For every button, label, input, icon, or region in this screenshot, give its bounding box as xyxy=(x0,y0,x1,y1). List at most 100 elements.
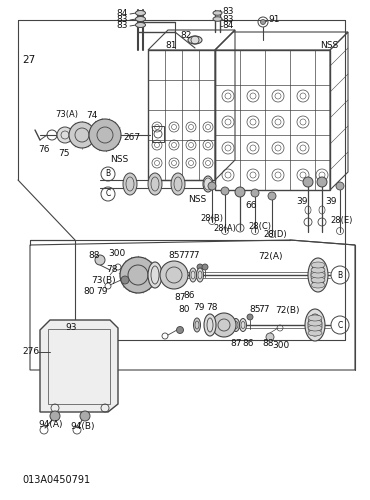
Text: 83: 83 xyxy=(222,14,233,24)
Circle shape xyxy=(80,411,90,421)
Circle shape xyxy=(95,255,105,265)
Ellipse shape xyxy=(179,267,187,283)
Ellipse shape xyxy=(135,16,145,21)
Text: 83: 83 xyxy=(117,16,128,24)
Text: 76: 76 xyxy=(38,146,50,154)
Text: 28(A): 28(A) xyxy=(213,224,236,232)
Ellipse shape xyxy=(213,16,222,21)
Text: C: C xyxy=(337,320,343,330)
Text: 72(A): 72(A) xyxy=(258,252,283,262)
Circle shape xyxy=(160,261,188,289)
Text: 83: 83 xyxy=(222,8,233,16)
Text: 88: 88 xyxy=(262,338,273,347)
Text: 94(B): 94(B) xyxy=(70,422,94,430)
Text: 84: 84 xyxy=(117,10,128,18)
Circle shape xyxy=(317,177,327,187)
Text: 83: 83 xyxy=(117,22,128,30)
Text: C: C xyxy=(105,190,111,198)
Text: 86: 86 xyxy=(242,338,253,347)
Ellipse shape xyxy=(311,267,325,273)
Ellipse shape xyxy=(194,318,201,332)
Text: 39: 39 xyxy=(325,198,336,206)
Text: 82: 82 xyxy=(180,32,191,40)
Text: 87: 87 xyxy=(230,338,242,347)
Text: 39: 39 xyxy=(296,198,307,206)
Text: 276: 276 xyxy=(22,348,39,356)
Circle shape xyxy=(251,189,259,197)
Ellipse shape xyxy=(148,262,162,288)
Circle shape xyxy=(197,264,203,270)
Ellipse shape xyxy=(308,330,322,336)
Text: 86: 86 xyxy=(183,290,195,300)
Text: 93: 93 xyxy=(65,324,77,332)
Text: 91: 91 xyxy=(268,16,279,24)
Text: 75: 75 xyxy=(58,148,70,158)
Circle shape xyxy=(303,177,313,187)
Ellipse shape xyxy=(148,173,162,195)
Ellipse shape xyxy=(135,22,145,28)
Circle shape xyxy=(266,333,274,341)
Text: 28(B): 28(B) xyxy=(200,214,223,222)
Text: 73(B): 73(B) xyxy=(92,276,116,284)
Circle shape xyxy=(202,264,208,270)
Circle shape xyxy=(336,182,344,190)
Ellipse shape xyxy=(232,318,239,332)
Text: 80: 80 xyxy=(83,286,94,296)
Text: NSS: NSS xyxy=(188,196,206,204)
Circle shape xyxy=(57,127,73,143)
Ellipse shape xyxy=(203,176,213,192)
Circle shape xyxy=(268,192,276,200)
Ellipse shape xyxy=(213,10,222,15)
Circle shape xyxy=(50,411,60,421)
Circle shape xyxy=(260,20,266,24)
Text: 28(D): 28(D) xyxy=(263,230,287,238)
Text: 300: 300 xyxy=(272,340,289,349)
Text: B: B xyxy=(337,270,343,280)
Ellipse shape xyxy=(204,314,216,336)
Circle shape xyxy=(121,276,129,284)
Text: 28(C): 28(C) xyxy=(248,222,271,232)
Text: 80: 80 xyxy=(178,306,189,314)
Text: 72(B): 72(B) xyxy=(275,306,299,316)
Circle shape xyxy=(120,257,156,293)
Circle shape xyxy=(69,122,95,148)
Ellipse shape xyxy=(311,282,325,288)
Text: 79: 79 xyxy=(96,286,108,296)
Circle shape xyxy=(221,187,229,195)
Bar xyxy=(148,50,215,180)
Ellipse shape xyxy=(166,267,174,283)
Text: NSS: NSS xyxy=(110,156,128,164)
Ellipse shape xyxy=(308,315,322,321)
Text: 73(A): 73(A) xyxy=(55,110,78,120)
Text: 013A0450791: 013A0450791 xyxy=(22,475,90,485)
Text: 77: 77 xyxy=(178,250,189,260)
Text: 85: 85 xyxy=(168,250,179,260)
Ellipse shape xyxy=(305,309,325,341)
Ellipse shape xyxy=(189,268,196,282)
Ellipse shape xyxy=(171,173,185,195)
Ellipse shape xyxy=(311,277,325,283)
Text: B: B xyxy=(105,170,111,178)
Text: 87: 87 xyxy=(174,292,185,302)
Circle shape xyxy=(89,119,121,151)
Text: 28(E): 28(E) xyxy=(330,216,352,224)
Ellipse shape xyxy=(239,318,246,332)
Circle shape xyxy=(235,187,245,197)
Text: 78: 78 xyxy=(106,266,118,274)
Bar xyxy=(215,50,330,190)
Bar xyxy=(152,126,164,142)
Text: 300: 300 xyxy=(108,248,125,258)
Text: 81: 81 xyxy=(165,42,176,50)
Circle shape xyxy=(212,313,236,337)
Ellipse shape xyxy=(123,173,137,195)
Text: 74: 74 xyxy=(86,110,97,120)
Bar xyxy=(48,329,110,404)
Ellipse shape xyxy=(188,36,202,44)
Ellipse shape xyxy=(308,320,322,326)
Text: 77: 77 xyxy=(258,304,269,314)
Ellipse shape xyxy=(311,272,325,278)
Text: 77: 77 xyxy=(188,250,199,260)
Circle shape xyxy=(247,314,253,320)
Text: 79: 79 xyxy=(193,302,205,312)
Text: 78: 78 xyxy=(206,302,218,312)
